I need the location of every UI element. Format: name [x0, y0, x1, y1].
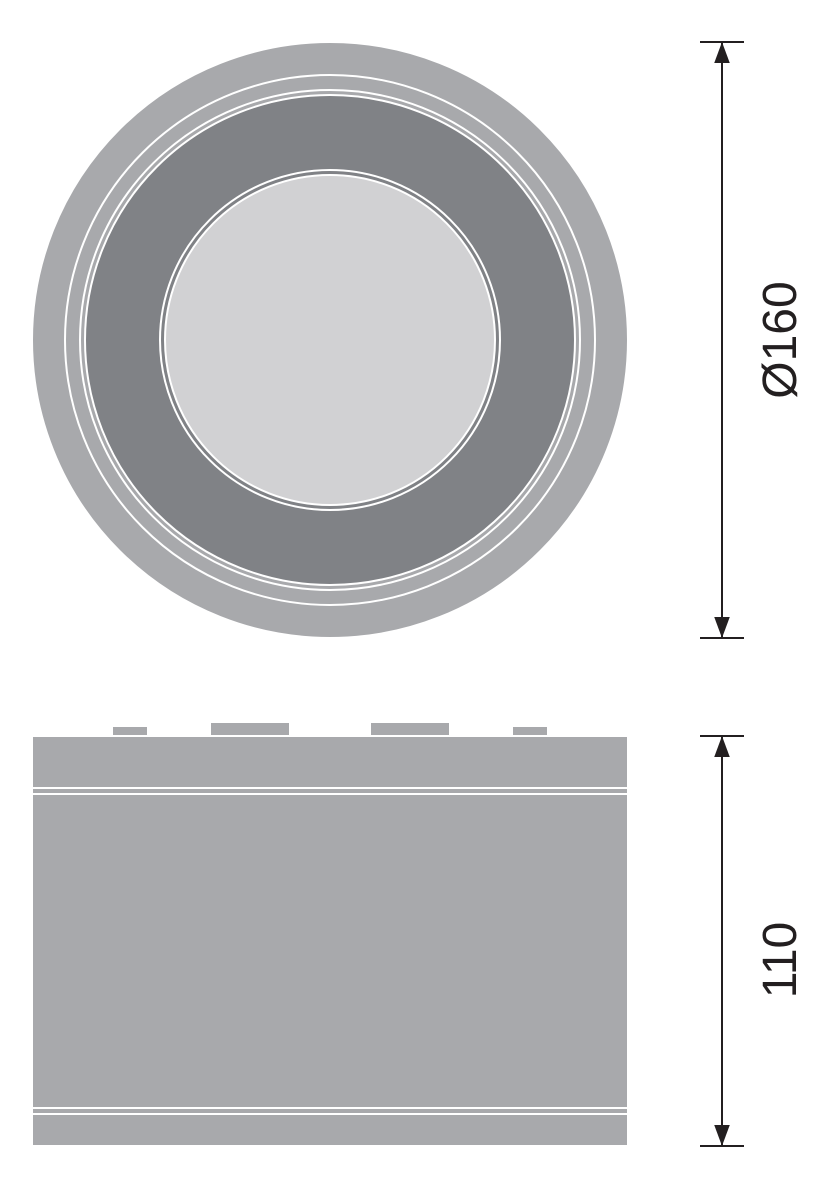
top-view: [32, 42, 628, 638]
dimension-label: Ø160: [754, 281, 807, 398]
dimensions: Ø160 110: [700, 42, 807, 1146]
technical-drawing: Ø160 110: [0, 0, 824, 1200]
diagram-container: Ø160 110: [0, 0, 824, 1200]
side-view: [32, 722, 628, 1146]
dimension-label: 110: [754, 922, 807, 999]
